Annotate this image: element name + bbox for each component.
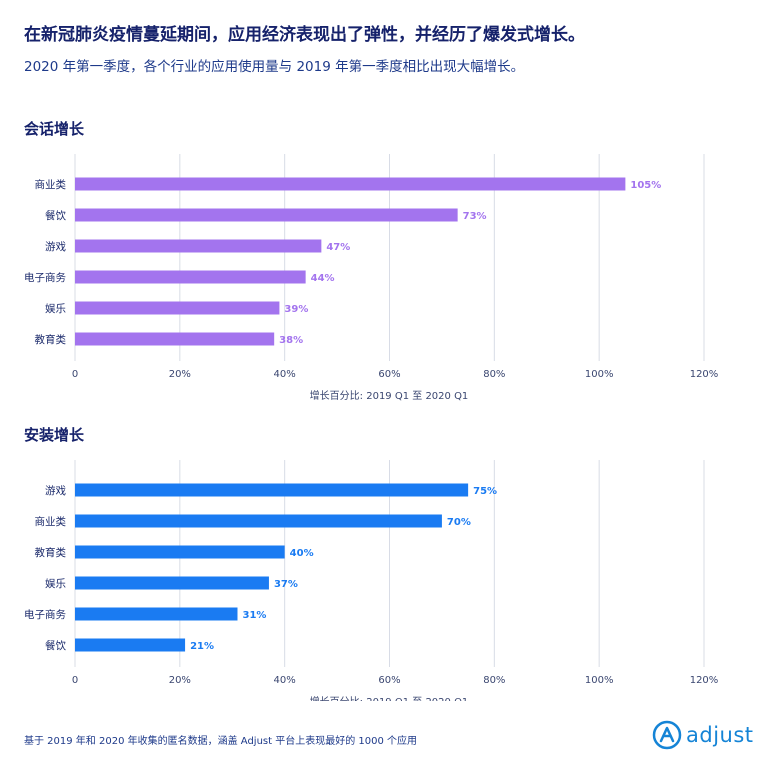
category-label: 游戏 <box>45 484 66 497</box>
bar <box>75 301 280 315</box>
category-label: 娱乐 <box>45 302 66 315</box>
data-label: 38% <box>279 335 303 346</box>
x-tick-label: 120% <box>690 369 719 380</box>
bar <box>75 177 626 191</box>
x-tick-label: 60% <box>378 675 400 686</box>
data-label: 31% <box>242 610 266 621</box>
category-label: 餐饮 <box>45 209 66 222</box>
bar <box>75 576 269 590</box>
x-tick-label: 0 <box>72 369 78 380</box>
x-tick-label: 60% <box>378 369 400 380</box>
bar <box>75 208 458 222</box>
data-label: 44% <box>311 273 335 284</box>
x-tick-label: 20% <box>169 369 191 380</box>
x-tick-label: 80% <box>483 369 505 380</box>
bar <box>75 270 306 284</box>
x-axis-label: 增长百分比: 2019 Q1 至 2020 Q1 <box>310 695 469 701</box>
category-label: 餐饮 <box>45 639 66 652</box>
category-label: 教育类 <box>35 333 67 346</box>
bar <box>75 607 238 621</box>
x-tick-label: 40% <box>274 369 296 380</box>
data-label: 73% <box>463 211 487 222</box>
x-tick-label: 80% <box>483 675 505 686</box>
logo-text: adjust <box>686 723 754 747</box>
category-label: 电子商务 <box>24 608 66 621</box>
data-label: 21% <box>190 641 214 652</box>
x-tick-label: 100% <box>585 675 614 686</box>
x-tick-label: 40% <box>274 675 296 686</box>
data-label: 105% <box>630 180 661 191</box>
x-tick-label: 20% <box>169 675 191 686</box>
category-label: 商业类 <box>35 178 67 191</box>
data-label: 47% <box>326 242 350 253</box>
category-label: 商业类 <box>35 515 67 528</box>
category-label: 电子商务 <box>24 271 66 284</box>
x-tick-label: 120% <box>690 675 719 686</box>
x-tick-label: 100% <box>585 369 614 380</box>
bar <box>75 239 322 253</box>
page-subtitle: 2020 年第一季度，各个行业的应用使用量与 2019 年第一季度相比出现大幅增… <box>24 59 525 75</box>
data-label: 37% <box>274 579 298 590</box>
data-label: 39% <box>284 304 308 315</box>
install-chart-title: 安装增长 <box>24 426 85 444</box>
page-title: 在新冠肺炎疫情蔓延期间，应用经济表现出了弹性，并经历了爆发式增长。 <box>24 25 585 45</box>
adjust-logo: adjust <box>652 720 754 750</box>
session-growth-chart: 0 20% 40% 60% 80% 100% 120% 增长百分比: 2019 Q1 至 20… <box>24 154 719 402</box>
category-label: 游戏 <box>45 240 66 253</box>
bar <box>75 483 469 497</box>
category-label: 娱乐 <box>45 577 66 590</box>
bar <box>75 638 186 652</box>
x-axis-label: 增长百分比: 2019 Q1 至 2020 Q1 <box>310 389 469 402</box>
data-label: 70% <box>447 517 471 528</box>
session-chart-title: 会话增长 <box>24 120 85 138</box>
bar <box>75 545 285 559</box>
install-growth-chart: 0 20% 40% 60% 80% 100% 120% 增长百分比: 2019 Q1 至 20… <box>24 460 719 701</box>
data-label: 40% <box>290 548 314 559</box>
data-label: 75% <box>473 486 497 497</box>
category-label: 教育类 <box>35 546 67 559</box>
x-tick-label: 0 <box>72 675 78 686</box>
bar <box>75 514 442 528</box>
bar <box>75 332 275 346</box>
footer-note: 基于 2019 年和 2020 年收集的匿名数据，涵盖 Adjust 平台上表现… <box>24 736 418 747</box>
adjust-logo-icon <box>652 720 682 750</box>
